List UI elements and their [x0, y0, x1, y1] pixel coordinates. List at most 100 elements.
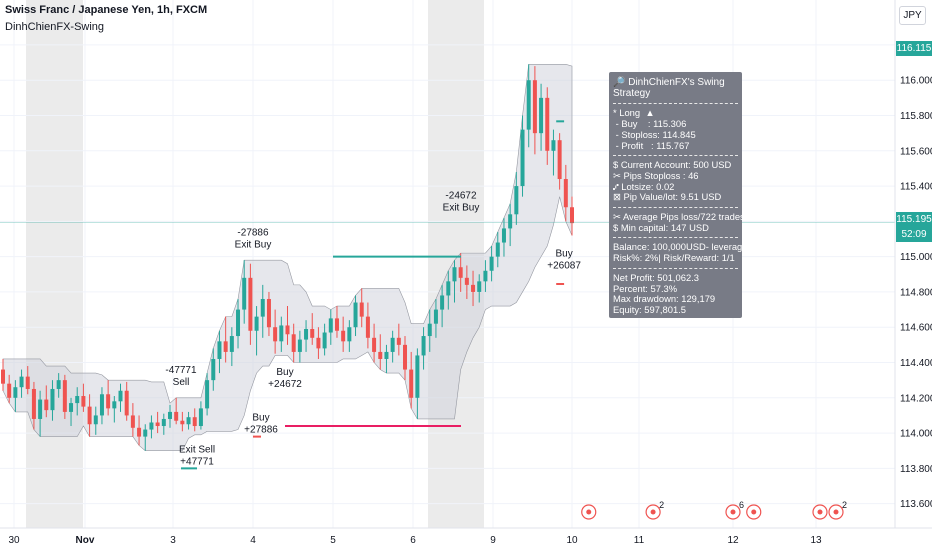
candle-body	[62, 380, 67, 412]
panel-line: - Buy : 115.306	[613, 118, 687, 130]
candle-body	[551, 140, 556, 151]
divider	[613, 267, 738, 269]
candle-body	[365, 316, 370, 338]
candle-body	[322, 332, 327, 349]
candle-body	[304, 328, 309, 340]
candle-body	[143, 429, 148, 437]
y-tick-label: 115.000	[900, 252, 932, 263]
candle-body	[260, 298, 265, 317]
currency-badge[interactable]: JPY	[899, 6, 926, 25]
candle-body	[279, 325, 284, 342]
candle-body	[532, 80, 537, 134]
candle-body	[19, 376, 24, 388]
x-tick-label: 10	[566, 535, 578, 546]
panel-line: Max drawdown: 129,179	[613, 293, 716, 305]
chart-title: Swiss Franc / Japanese Yen, 1h, FXCM	[5, 4, 208, 16]
candle-body	[44, 399, 49, 411]
candle-body	[316, 337, 321, 349]
trade-label: -47771	[165, 365, 197, 376]
candle-body	[25, 376, 30, 389]
candle-body	[570, 207, 574, 224]
candle-body	[501, 228, 506, 243]
panel-line: Percent: 57.3%	[613, 282, 678, 294]
trade-label: +24672	[268, 379, 302, 390]
candle-body	[477, 281, 482, 292]
y-tick-label: 115.400	[900, 182, 932, 193]
high-price-tag: 116.115	[896, 41, 932, 56]
x-tick-label: 30	[8, 535, 20, 546]
candle-body	[186, 417, 191, 425]
candle-body	[310, 328, 315, 338]
x-tick-label: 12	[727, 535, 739, 546]
trade-label: Buy	[276, 367, 293, 378]
candle-body	[514, 186, 519, 215]
candle-body	[205, 380, 210, 409]
candle-body	[520, 129, 525, 187]
candle-body	[167, 411, 172, 419]
y-tick-label: 115.800	[900, 111, 932, 122]
magnifier-icon: 🔎	[613, 77, 626, 88]
trade-label: Sell	[173, 377, 190, 388]
indicator-name[interactable]: DinhChienFX-Swing	[5, 21, 105, 33]
candle-body	[563, 179, 568, 208]
candle-body	[545, 97, 550, 151]
candle-body	[236, 309, 241, 337]
candle-body	[328, 318, 333, 333]
candle-body	[557, 140, 562, 180]
session-shade	[26, 0, 83, 528]
event-count: 6	[739, 500, 744, 510]
y-tick-label: 115.600	[900, 146, 932, 157]
candle-body	[347, 327, 352, 342]
candle-body	[229, 336, 234, 352]
candle-body	[471, 284, 476, 292]
candle-body	[75, 396, 80, 404]
strategy-panel-title: 🔎 DinhChienFX's Swing Strategy	[613, 77, 725, 99]
candle-body	[446, 281, 451, 296]
candle-body	[69, 403, 74, 412]
x-tick-label: 11	[634, 535, 645, 546]
panel-line: ⑇ Lotsize: 0.02	[613, 180, 675, 192]
candle-body	[458, 267, 463, 278]
candle-body	[353, 302, 358, 328]
y-tick-label: 113.600	[900, 499, 932, 510]
candle-body	[396, 337, 401, 345]
y-tick-label: 114.800	[900, 287, 932, 298]
candle-body	[198, 408, 203, 427]
candle-body	[409, 369, 414, 398]
candle-body	[124, 390, 129, 416]
divider	[613, 155, 738, 157]
candle-body	[526, 80, 531, 130]
candle-body	[38, 399, 43, 419]
economic-event-icon	[817, 509, 823, 515]
trade-label: Exit Buy	[235, 239, 272, 250]
panel-line: - Profit : 115.767	[613, 139, 690, 151]
candle-body	[217, 341, 222, 359]
candle-body	[180, 420, 185, 425]
trade-label: Buy	[252, 413, 269, 424]
panel-line: - Stoploss: 114.845	[613, 128, 696, 140]
candle-body	[266, 298, 271, 328]
candle-body	[211, 358, 216, 381]
panel-line: $ Current Account: 500 USD	[613, 159, 732, 171]
candle-body	[99, 394, 104, 416]
trade-label: -24672	[445, 190, 477, 201]
candle-body	[273, 327, 278, 342]
candle-body	[372, 337, 377, 352]
candle-body	[118, 390, 123, 402]
candle-body	[427, 323, 432, 337]
candle-body	[87, 406, 92, 425]
candle-body	[508, 214, 513, 229]
envelope-band	[2, 64, 573, 452]
candle-body	[223, 341, 228, 352]
candle-body	[149, 422, 154, 430]
candle-body	[403, 344, 408, 370]
trade-label: -27886	[237, 227, 269, 238]
x-tick-label: 3	[170, 535, 176, 546]
y-tick-label: 114.600	[900, 323, 932, 334]
panel-line: Balance: 100,000USD- leverage: 1:1	[613, 241, 742, 253]
candle-body	[433, 309, 438, 324]
candle-body	[359, 302, 364, 317]
y-tick-label: 116.000	[900, 76, 932, 87]
